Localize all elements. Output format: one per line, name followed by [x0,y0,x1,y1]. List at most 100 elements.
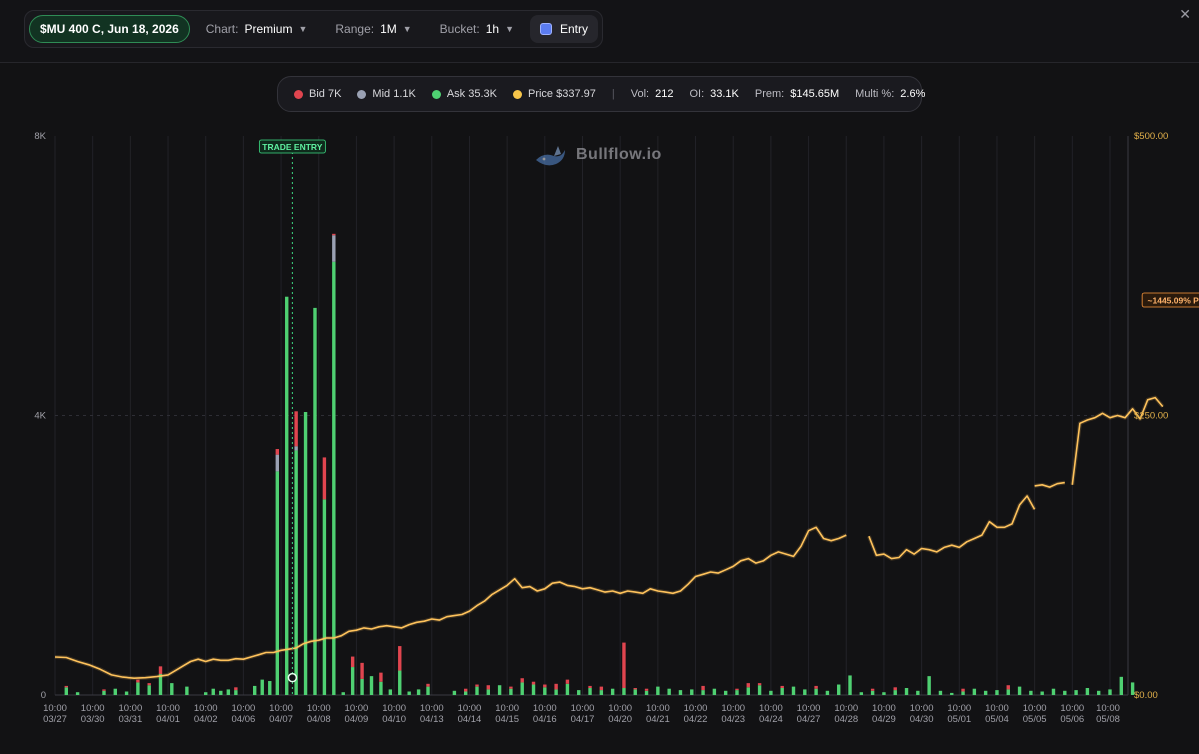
volume-bar-ask [961,691,965,695]
legend-bid: Bid 7K [294,88,341,100]
volume-bar-bid [234,687,238,691]
chart-grid [54,136,1129,696]
bucket-value: 1h [485,22,500,36]
x-tick-date: 03/30 [81,714,105,725]
volume-bar-bid [701,685,705,691]
volume-bar-bid [554,683,558,690]
volume-bar-ask [531,684,536,695]
volume-bar-ask [780,688,784,695]
volume-bar-bid [102,689,106,691]
chart-controls: $MU 400 C, Jun 18, 2026 Chart: Premium ▼… [24,10,603,48]
whale-logo-icon [536,146,565,166]
volume-bar-ask [285,296,289,695]
volume-bar-ask [1096,690,1101,695]
volume-bar-ask [226,689,231,695]
range-select[interactable]: Range: 1M ▼ [323,15,423,43]
chevron-down-icon: ▼ [298,24,308,34]
chart-type-label: Chart: [205,22,239,36]
vol-value: 212 [655,88,674,100]
volume-bar-bid [398,646,402,671]
volume-bar-ask [837,684,841,695]
x-tick-time: 10:00 [797,703,821,714]
volume-bar-bid [543,684,547,688]
volume-bar-ask [893,690,897,695]
legend-mid: Mid 1.1K [357,88,416,100]
volume-bar-ask [543,687,547,695]
x-tick-time: 10:00 [345,703,369,714]
volume-bar-ask [904,688,909,695]
volume-bar-bid [379,672,383,682]
x-tick-time: 10:00 [834,703,858,714]
volume-bar-bid [644,688,649,691]
x-tick-date: 04/14 [458,714,482,725]
prem-label: Prem: [754,88,785,100]
volume-bar-ask [690,689,694,695]
chart-legend: Bid 7K Mid 1.1K Ask 35.3K Price $337.97 … [277,76,925,112]
x-tick-time: 10:00 [947,703,971,714]
volume-bar-ask [983,690,988,695]
x-tick-time: 10:00 [81,703,105,714]
x-tick-date: 05/08 [1096,714,1120,725]
x-tick-time: 10:00 [759,703,783,714]
volume-bar-bid [757,683,762,686]
x-tick-time: 10:00 [872,703,896,714]
volume-bar-ask [102,690,106,695]
volume-bar-ask [667,688,671,695]
x-tick-time: 10:00 [1060,703,1084,714]
volume-bar-ask [1040,691,1044,695]
price-dot-icon [512,89,522,99]
y2-tick-label: $0.00 [1134,690,1158,701]
x-tick-date: 04/02 [194,714,218,725]
volume-bar-mid [275,454,280,472]
contract-pill[interactable]: $MU 400 C, Jun 18, 2026 [29,15,190,43]
volume-bar-bid [158,666,163,675]
x-tick-date: 04/09 [345,714,369,725]
volume-bar-ask [332,261,336,695]
volume-bar-ask [313,307,317,695]
y2-tick-label: $500.00 [1134,131,1168,142]
volume-bar-ask [882,692,886,695]
chevron-down-icon: ▼ [402,24,412,34]
chart-type-select[interactable]: Chart: Premium ▼ [194,15,320,43]
y-tick-label: 4K [34,411,46,422]
volume-bar-bid [814,685,818,689]
volume-bar-bid [746,683,750,688]
volume-bar-bid [870,688,875,691]
stat-vol: Vol: 212 [631,88,674,100]
bucket-select[interactable]: Bucket: 1h ▼ [428,15,526,43]
x-tick-time: 10:00 [1023,703,1047,714]
volume-bar-ask [1108,689,1112,695]
volume-bar-ask [1051,688,1056,695]
peak-label: ~1445.09% PEAK [1148,296,1199,306]
range-label: Range: [335,22,375,36]
x-tick-time: 10:00 [608,703,632,714]
volume-bar-bid [322,457,327,500]
x-tick-date: 04/08 [307,714,331,725]
entry-label: Entry [559,22,588,36]
close-icon[interactable]: ✕ [1179,6,1191,22]
volume-bar-ask [185,686,189,695]
volume-bar-bid [64,685,69,688]
volume-bar-ask [1085,688,1090,695]
x-tick-date: 04/06 [232,714,256,725]
volume-bar-ask [475,686,479,695]
volume-bar-bid [735,688,739,691]
mid-dot-icon [357,89,367,99]
volume-bar-bid [599,686,604,691]
x-tick-time: 10:00 [985,703,1009,714]
volume-bar-ask [407,691,411,695]
x-tick-time: 10:00 [910,703,934,714]
entry-toggle-button[interactable]: Entry [529,15,598,43]
volume-bar-ask [610,688,615,695]
x-tick-date: 04/22 [684,714,708,725]
volume-bar-ask [158,674,163,695]
volume-bar-ask [211,688,215,695]
x-tick-date: 05/01 [947,714,971,725]
checkbox-icon[interactable] [539,23,552,35]
x-tick-date: 05/04 [985,714,1009,725]
x-tick-date: 04/27 [797,714,821,725]
volume-bar-ask [497,685,502,695]
x-tick-date: 04/23 [721,714,745,725]
volume-bar-bid [531,681,536,685]
